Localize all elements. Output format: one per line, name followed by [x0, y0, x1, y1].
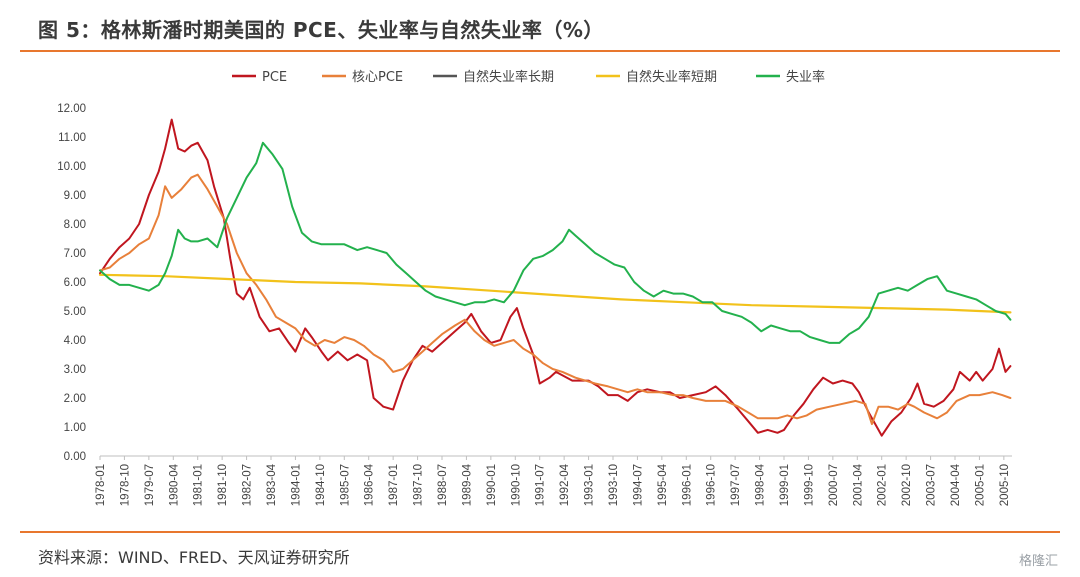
bottom-rule — [20, 531, 1060, 533]
x-tick-label: 1987-10 — [413, 464, 425, 506]
y-tick-label: 6.00 — [64, 277, 86, 289]
legend-label: PCE — [262, 70, 287, 85]
x-tick-label: 2004-04 — [950, 463, 962, 506]
x-tick-label: 1995-04 — [657, 463, 669, 506]
legend-label: 自然失业率长期 — [463, 69, 554, 85]
chart-title: 图 5：格林斯潘时期美国的 PCE、失业率与自然失业率（%） — [38, 18, 604, 42]
x-tick-label: 2005-01 — [974, 464, 986, 506]
y-tick-label: 2.00 — [64, 393, 86, 405]
y-tick-label: 9.00 — [64, 190, 86, 202]
y-axis-ticks: 0.00 1.00 2.00 3.00 4.00 5.00 6.00 7.00 8.00 9.00… — [57, 103, 86, 463]
y-tick-label: 4.00 — [64, 335, 86, 347]
x-tick-label: 1981-10 — [217, 464, 229, 506]
x-tick-label: 1987-01 — [388, 464, 400, 506]
x-tick-label: 1999-10 — [803, 464, 815, 506]
x-tick-label: 1998-04 — [755, 463, 767, 506]
x-tick-label: 1996-01 — [681, 464, 693, 506]
x-tick-label: 1985-07 — [339, 464, 351, 506]
x-tick-label: 1989-04 — [461, 463, 473, 506]
series-line-0 — [99, 118, 1012, 437]
y-tick-label: 5.00 — [64, 306, 86, 318]
x-tick-label: 2005-10 — [999, 464, 1011, 506]
top-rule — [20, 50, 1060, 52]
x-tick-label: 1986-04 — [364, 463, 376, 506]
x-tick-label: 2000-07 — [828, 464, 840, 506]
x-tick-label: 2002-10 — [901, 464, 913, 506]
y-tick-label: 11.00 — [58, 132, 86, 144]
watermark: 格隆汇 — [1018, 554, 1058, 569]
x-tick-label: 1984-01 — [290, 464, 302, 506]
chart-legend: PCE 核心PCE 自然失业率长期 自然失业率短期 失业率 — [232, 69, 825, 85]
x-tick-label: 1978-01 — [95, 464, 107, 506]
x-tick-label: 1978-10 — [119, 464, 131, 506]
x-tick-label: 1992-04 — [559, 463, 571, 506]
x-tick-label: 1980-04 — [168, 463, 180, 506]
x-tick-label: 1993-10 — [608, 464, 620, 506]
x-tick-label: 1984-10 — [315, 464, 327, 506]
source-note: 资料来源：WIND、FRED、天风证券研究所 — [38, 548, 350, 567]
chart-series — [98, 118, 1012, 437]
y-tick-label: 7.00 — [64, 248, 86, 260]
x-tick-label: 1979-07 — [144, 464, 156, 506]
x-tick-label: 1993-01 — [584, 464, 596, 506]
x-tick-label: 1988-07 — [437, 464, 449, 506]
x-tick-label: 2001-04 — [852, 463, 864, 506]
x-tick-label: 1981-01 — [193, 464, 205, 506]
x-tick-label: 1982-07 — [242, 464, 254, 506]
x-tick-label: 1990-01 — [486, 464, 498, 506]
y-tick-label: 0.00 — [64, 451, 86, 463]
x-tick-label: 2002-01 — [877, 464, 889, 506]
x-tick-label: 1999-01 — [779, 464, 791, 506]
y-tick-label: 8.00 — [64, 219, 86, 231]
x-tick-label: 1997-07 — [730, 464, 742, 506]
x-tick-label: 2003-07 — [926, 464, 938, 506]
x-tick-label: 1991-07 — [535, 464, 547, 506]
x-tick-label: 1990-10 — [510, 464, 522, 506]
x-axis-ticks: 1978-01 1978-10 1979-07 1980-04 1981-01 1981-… — [95, 455, 1012, 506]
legend-label: 核心PCE — [352, 70, 403, 85]
legend-label: 自然失业率短期 — [626, 69, 717, 85]
y-tick-label: 3.00 — [64, 364, 86, 376]
x-tick-label: 1996-10 — [706, 464, 718, 506]
series-line-1 — [99, 173, 1012, 426]
x-tick-label: 1994-07 — [632, 464, 644, 506]
y-tick-label: 12.00 — [57, 103, 86, 115]
y-tick-label: 1.00 — [64, 422, 86, 434]
x-tick-label: 1983-04 — [266, 463, 278, 506]
series-line-3 — [99, 141, 1012, 344]
series-line-2 — [98, 273, 1012, 314]
legend-label: 失业率 — [786, 69, 825, 85]
y-tick-label: 10.00 — [57, 161, 86, 173]
